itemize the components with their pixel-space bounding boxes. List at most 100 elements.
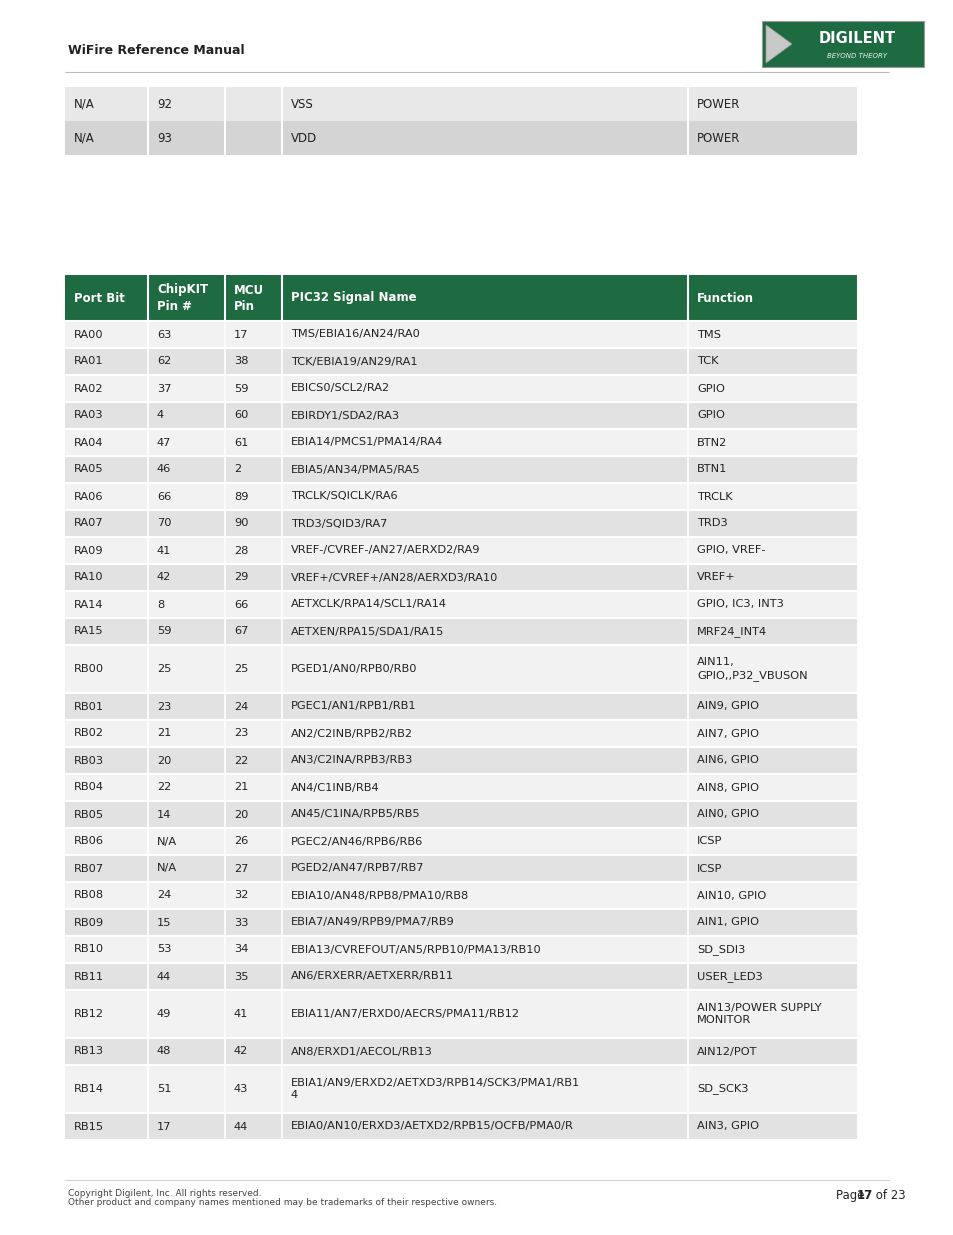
Text: 15: 15 (157, 918, 172, 927)
Bar (65, 963, 148, 990)
Text: RA00: RA00 (74, 330, 104, 340)
Text: AN45/C1INA/RPB5/RB5: AN45/C1INA/RPB5/RB5 (291, 809, 420, 820)
Bar (148, 456, 225, 483)
Text: RB07: RB07 (74, 863, 104, 873)
Bar (225, 348, 282, 375)
Bar (225, 747, 282, 774)
Bar (282, 564, 687, 592)
Text: RB13: RB13 (74, 1046, 104, 1056)
Text: RA09: RA09 (74, 546, 104, 556)
Text: RB04: RB04 (74, 783, 104, 793)
Bar (687, 774, 857, 802)
Text: AN3/C2INA/RPB3/RB3: AN3/C2INA/RPB3/RB3 (291, 756, 413, 766)
Bar (225, 618, 282, 645)
Text: PGEC1/AN1/RPB1/RB1: PGEC1/AN1/RPB1/RB1 (291, 701, 416, 711)
Bar (148, 121, 225, 156)
Bar (65, 1113, 148, 1140)
Bar (148, 827, 225, 855)
Text: BEYOND THEORY: BEYOND THEORY (826, 53, 886, 58)
Text: PGEC2/AN46/RPB6/RB6: PGEC2/AN46/RPB6/RB6 (291, 836, 423, 846)
Bar (65, 537, 148, 564)
Text: 20: 20 (233, 809, 248, 820)
Text: 25: 25 (157, 664, 172, 674)
Text: RA04: RA04 (74, 437, 103, 447)
Text: 41: 41 (233, 1009, 248, 1019)
Text: RA03: RA03 (74, 410, 104, 420)
Text: RB03: RB03 (74, 756, 104, 766)
Bar (148, 618, 225, 645)
Bar (65, 86, 148, 121)
Bar (65, 774, 148, 802)
Text: 59: 59 (233, 384, 248, 394)
Text: DIGILENT: DIGILENT (818, 31, 895, 46)
Text: AN4/C1INB/RB4: AN4/C1INB/RB4 (291, 783, 379, 793)
Bar (148, 564, 225, 592)
Text: 24: 24 (233, 701, 248, 711)
Text: TRD3/SQID3/RA7: TRD3/SQID3/RA7 (291, 519, 387, 529)
Bar (225, 1113, 282, 1140)
Bar (225, 963, 282, 990)
Bar (225, 936, 282, 963)
Bar (687, 375, 857, 403)
Text: Other product and company names mentioned may be trademarks of their respective : Other product and company names mentione… (68, 1198, 497, 1207)
Text: EBIA14/PMCS1/PMA14/RA4: EBIA14/PMCS1/PMA14/RA4 (291, 437, 443, 447)
Text: EBIA11/AN7/ERXD0/AECRS/PMA11/RB12: EBIA11/AN7/ERXD0/AECRS/PMA11/RB12 (291, 1009, 519, 1019)
Text: SD_SDI3: SD_SDI3 (697, 944, 744, 955)
Bar (65, 321, 148, 348)
Bar (282, 802, 687, 827)
Bar (65, 802, 148, 827)
Text: of 23: of 23 (871, 1189, 904, 1202)
Text: N/A: N/A (157, 863, 177, 873)
Bar (65, 645, 148, 693)
Text: RA14: RA14 (74, 599, 103, 610)
Text: GPIO: GPIO (697, 410, 724, 420)
Bar (687, 1037, 857, 1065)
Bar (225, 882, 282, 909)
Text: 60: 60 (233, 410, 248, 420)
Bar (687, 963, 857, 990)
Text: 28: 28 (233, 546, 248, 556)
Text: RB12: RB12 (74, 1009, 104, 1019)
Bar (65, 936, 148, 963)
Bar (687, 936, 857, 963)
Text: AIN12/POT: AIN12/POT (697, 1046, 757, 1056)
Bar (282, 1065, 687, 1113)
Bar (148, 774, 225, 802)
Text: 23: 23 (233, 729, 248, 739)
Text: 33: 33 (233, 918, 248, 927)
Bar (65, 348, 148, 375)
Bar (148, 990, 225, 1037)
Text: AN2/C2INB/RPB2/RB2: AN2/C2INB/RPB2/RB2 (291, 729, 413, 739)
Text: EBIA10/AN48/RPB8/PMA10/RB8: EBIA10/AN48/RPB8/PMA10/RB8 (291, 890, 469, 900)
Bar (225, 720, 282, 747)
Bar (687, 618, 857, 645)
Bar (148, 909, 225, 936)
Text: 44: 44 (233, 1121, 248, 1131)
Text: 23: 23 (157, 701, 172, 711)
Text: Page: Page (835, 1189, 867, 1202)
Text: AIN8, GPIO: AIN8, GPIO (697, 783, 759, 793)
Bar (687, 321, 857, 348)
Bar (148, 747, 225, 774)
Bar (282, 510, 687, 537)
Bar (687, 403, 857, 429)
Bar (225, 827, 282, 855)
Text: 20: 20 (157, 756, 172, 766)
Text: PGED1/AN0/RPB0/RB0: PGED1/AN0/RPB0/RB0 (291, 664, 417, 674)
Bar (282, 827, 687, 855)
Text: MCU
Pin: MCU Pin (233, 284, 264, 312)
Bar (148, 537, 225, 564)
Text: 21: 21 (157, 729, 172, 739)
Text: TCK: TCK (697, 357, 718, 367)
Bar (282, 592, 687, 618)
Text: AIN3, GPIO: AIN3, GPIO (697, 1121, 759, 1131)
Bar (687, 802, 857, 827)
Text: 21: 21 (233, 783, 248, 793)
Bar (65, 618, 148, 645)
Bar (687, 564, 857, 592)
Text: VREF+: VREF+ (697, 573, 735, 583)
Bar (282, 456, 687, 483)
Bar (282, 275, 687, 321)
Text: 47: 47 (157, 437, 172, 447)
Bar (65, 275, 148, 321)
